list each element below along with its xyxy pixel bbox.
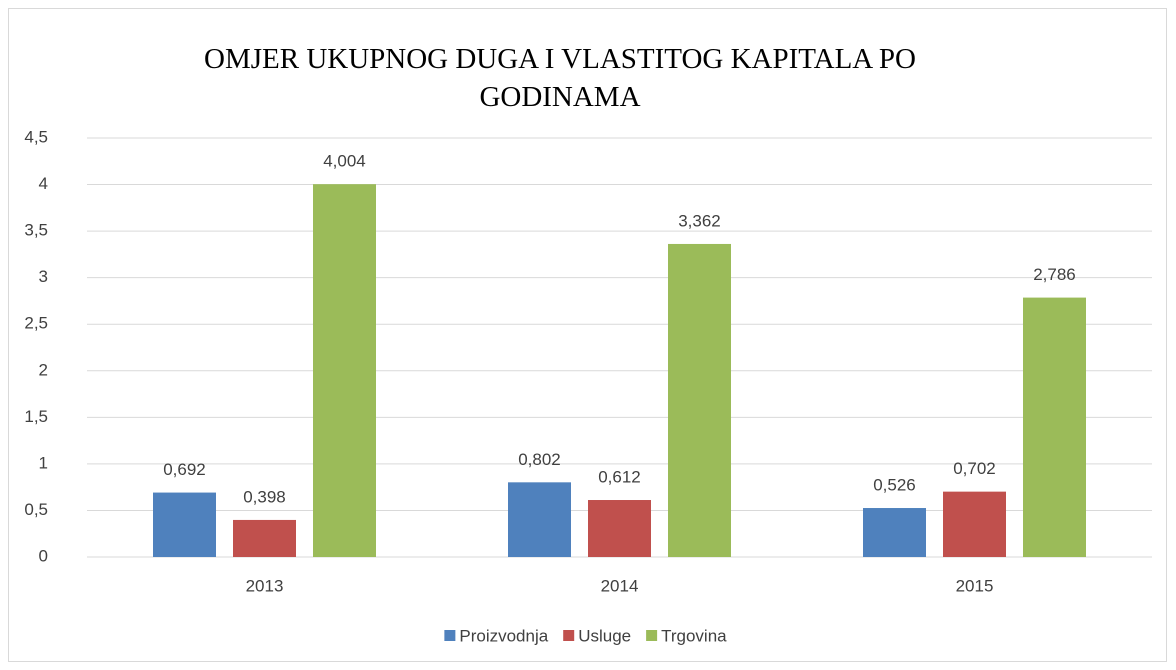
bar — [863, 508, 926, 557]
x-tick-label: 2013 — [246, 576, 284, 595]
legend-label: Usluge — [578, 626, 631, 645]
bar — [153, 492, 216, 557]
data-label: 0,702 — [953, 459, 996, 478]
bar — [668, 243, 731, 557]
data-label: 0,692 — [163, 460, 206, 479]
y-tick-label: 2,5 — [24, 314, 48, 333]
legend-swatch — [646, 630, 658, 641]
y-tick-label: 3,5 — [24, 221, 48, 240]
y-tick-label: 3 — [39, 267, 48, 286]
bar — [233, 519, 296, 557]
y-tick-label: 1 — [39, 453, 48, 472]
data-label: 0,526 — [873, 476, 916, 495]
y-tick-label: 1,5 — [24, 407, 48, 426]
legend-swatch — [563, 630, 575, 641]
y-tick-label: 0 — [39, 546, 48, 565]
legend-swatch — [444, 630, 456, 641]
data-label: 0,612 — [598, 468, 641, 487]
bar — [1023, 297, 1086, 557]
legend-label: Proizvodnja — [459, 626, 548, 645]
y-tick-label: 4 — [39, 174, 48, 193]
y-tick-label: 2 — [39, 360, 48, 379]
y-tick-label: 4,5 — [24, 127, 48, 146]
data-label: 4,004 — [323, 152, 366, 171]
chart-title: OMJER UKUPNOG DUGA I VLASTITOG KAPITALA … — [204, 43, 916, 113]
bar — [313, 184, 376, 557]
data-label: 0,802 — [518, 450, 561, 469]
x-tick-label: 2015 — [956, 576, 994, 595]
legend-label: Trgovina — [661, 626, 727, 645]
y-tick-label: 0,5 — [24, 500, 48, 519]
x-tick-label: 2014 — [601, 576, 639, 595]
data-label: 3,362 — [678, 211, 721, 230]
bar — [588, 500, 651, 557]
bar — [943, 491, 1006, 557]
data-label: 0,398 — [243, 487, 286, 506]
data-label: 2,786 — [1033, 265, 1076, 284]
bar — [508, 482, 571, 557]
